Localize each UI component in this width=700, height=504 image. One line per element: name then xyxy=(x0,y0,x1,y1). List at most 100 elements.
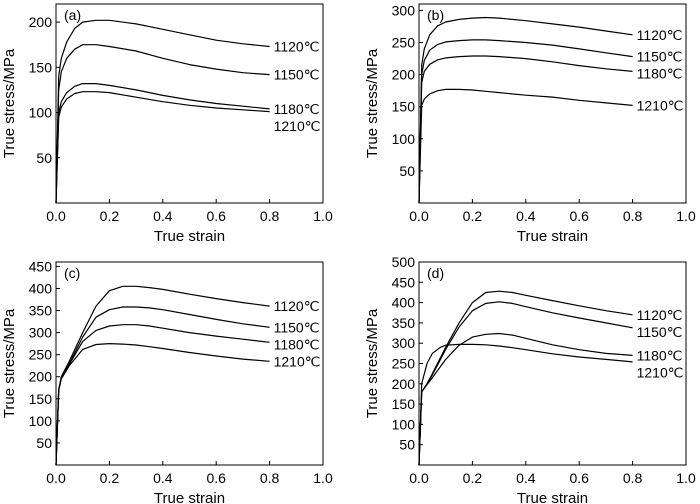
series-label-d-4: 1210℃ xyxy=(637,364,684,380)
series-line-a-2 xyxy=(55,44,270,204)
y-tick-label-b: 100 xyxy=(392,131,416,147)
y-tick-label-d: 250 xyxy=(392,356,416,372)
y-tick-label-d: 150 xyxy=(392,396,416,412)
y-tick-label-b: 50 xyxy=(399,163,415,179)
series-label-d-3: 1180℃ xyxy=(637,347,683,363)
y-tick-label-d: 500 xyxy=(392,254,416,270)
panel-label-c: (c) xyxy=(64,265,80,281)
y-tick-label-d: 350 xyxy=(392,315,416,331)
series-label-a-1: 1120℃ xyxy=(274,39,320,55)
y-tick-label-c: 100 xyxy=(29,413,53,429)
y-tick-label-c: 150 xyxy=(29,391,53,407)
plot-frame-c xyxy=(55,261,324,466)
x-tick-label-a: 0.6 xyxy=(206,208,226,224)
x-tick-label-a: 0.8 xyxy=(260,208,280,224)
x-tick-label-c: 1.0 xyxy=(313,470,333,486)
panel-d: 0.0 0.2 0.4 0.6 0.8 1.0 50 100 150 200 250 300 350 40… xyxy=(364,254,696,504)
y-tick-label-c: 250 xyxy=(29,347,53,363)
series-label-d-2: 1150℃ xyxy=(637,324,683,340)
series-line-a-3 xyxy=(55,82,270,204)
series-label-b-2: 1150℃ xyxy=(637,49,683,65)
series-line-a-1 xyxy=(55,19,270,204)
plot-frame-b xyxy=(418,3,687,204)
x-tick-label-a: 1.0 xyxy=(313,208,333,224)
x-tick-label-a: 0.0 xyxy=(46,208,66,224)
series-label-b-4: 1210℃ xyxy=(637,97,684,113)
series-line-b-3 xyxy=(418,55,633,204)
y-tick-label-c: 450 xyxy=(29,258,53,274)
y-tick-label-b: 250 xyxy=(392,35,416,51)
x-tick-label-a: 0.4 xyxy=(153,208,173,224)
series-label-a-3: 1180℃ xyxy=(274,101,320,117)
series-label-c-1: 1120℃ xyxy=(274,298,320,314)
series-label-b-1: 1120℃ xyxy=(637,27,683,43)
x-tick-label-d: 1.0 xyxy=(676,470,696,486)
y-tick-label-d: 200 xyxy=(392,376,416,392)
series-line-c-3 xyxy=(55,324,270,466)
x-axis-title-d: True strain xyxy=(517,490,588,504)
y-tick-label-d: 450 xyxy=(392,274,416,290)
x-tick-label-b: 1.0 xyxy=(676,208,696,224)
series-label-a-2: 1150℃ xyxy=(274,67,320,83)
y-tick-label-d: 100 xyxy=(392,416,416,432)
x-tick-label-b: 0.8 xyxy=(623,208,643,224)
y-axis-title-a: True stress/MPa xyxy=(1,48,18,158)
y-tick-label-c: 400 xyxy=(29,280,53,296)
series-label-c-2: 1150℃ xyxy=(274,319,320,335)
y-tick-label-d: 50 xyxy=(399,437,415,453)
x-tick-label-d: 0.4 xyxy=(516,470,536,486)
plot-frame-a xyxy=(55,3,324,204)
x-tick-label-b: 0.0 xyxy=(409,208,429,224)
y-tick-label-d: 400 xyxy=(392,295,416,311)
panel-b: 0.0 0.2 0.4 0.6 0.8 1.0 50 100 150 200 250 300 True … xyxy=(364,2,696,245)
series-line-d-3 xyxy=(418,332,633,466)
panel-a: 0.0 0.2 0.4 0.6 0.8 1.0 50 100 150 200 True strain… xyxy=(1,3,333,245)
y-tick-label-b: 200 xyxy=(392,67,416,83)
x-tick-label-c: 0.8 xyxy=(260,470,280,486)
series-line-d-2 xyxy=(418,301,633,466)
x-tick-label-d: 0.6 xyxy=(569,470,589,486)
x-tick-label-c: 0.2 xyxy=(100,470,120,486)
series-line-c-2 xyxy=(55,306,270,466)
y-axis-title-d: True stress/MPa xyxy=(364,308,381,418)
panel-label-b: (b) xyxy=(427,7,444,23)
y-tick-label-c: 50 xyxy=(36,435,52,451)
panel-label-a: (a) xyxy=(64,7,81,23)
y-tick-label-c: 300 xyxy=(29,325,53,341)
y-tick-label-b: 300 xyxy=(392,2,416,18)
y-tick-label-a: 100 xyxy=(29,105,53,121)
series-line-b-4 xyxy=(418,88,633,204)
series-label-a-4: 1210℃ xyxy=(274,118,321,134)
y-tick-label-b: 150 xyxy=(392,99,416,115)
y-tick-label-c: 350 xyxy=(29,303,53,319)
series-line-b-1 xyxy=(418,16,633,204)
x-tick-label-d: 0.2 xyxy=(463,470,483,486)
y-tick-label-c: 200 xyxy=(29,369,53,385)
x-tick-label-b: 0.4 xyxy=(516,208,536,224)
x-tick-label-a: 0.2 xyxy=(100,208,120,224)
x-axis-title-a: True strain xyxy=(154,228,225,245)
series-label-b-3: 1180℃ xyxy=(637,66,683,82)
y-tick-label-d: 300 xyxy=(392,335,416,351)
series-line-c-4 xyxy=(55,343,270,466)
x-tick-label-c: 0.0 xyxy=(46,470,66,486)
x-axis-title-c: True strain xyxy=(154,490,225,504)
series-label-d-1: 1120℃ xyxy=(637,307,683,323)
series-label-c-4: 1210℃ xyxy=(274,353,321,369)
series-line-d-1 xyxy=(418,290,633,466)
series-line-d-4 xyxy=(418,343,633,466)
panel-c: 0.0 0.2 0.4 0.6 0.8 1.0 50 100 150 200 250 300 350 40… xyxy=(1,258,333,504)
x-tick-label-d: 0.8 xyxy=(623,470,643,486)
panel-label-d: (d) xyxy=(427,265,444,281)
x-tick-label-c: 0.6 xyxy=(206,470,226,486)
x-axis-title-b: True strain xyxy=(517,228,588,245)
y-tick-label-a: 50 xyxy=(36,150,52,166)
y-axis-title-c: True stress/MPa xyxy=(1,308,18,418)
x-tick-label-d: 0.0 xyxy=(409,470,429,486)
x-tick-label-b: 0.6 xyxy=(569,208,589,224)
x-tick-label-c: 0.4 xyxy=(153,470,173,486)
y-tick-label-a: 150 xyxy=(29,59,53,75)
series-line-b-2 xyxy=(418,39,633,204)
